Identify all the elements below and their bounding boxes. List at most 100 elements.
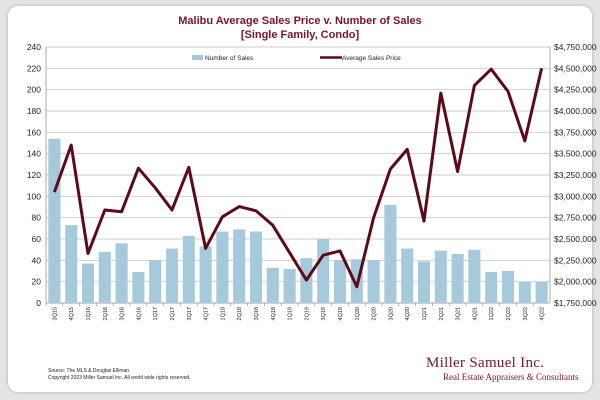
left-tick-label: 160 (27, 127, 41, 137)
x-tick-label: 1Q17 (153, 307, 159, 320)
bar (283, 268, 296, 303)
gridlines (45, 46, 551, 304)
left-tick-label: 180 (27, 106, 41, 116)
x-axis: 3Q15 4Q15 1Q16 2Q16 3Q16 4Q16 1Q17 2Q17 3Q17 4Q17… (45, 303, 546, 320)
bar (132, 272, 145, 303)
x-tick-label: 1Q21 (422, 307, 428, 320)
x-tick-label: 4Q22 (540, 307, 546, 320)
x-tick-label: 4Q15 (69, 307, 75, 320)
right-tick-label: $4,250,000 (554, 85, 597, 95)
chart-card (8, 6, 592, 392)
x-tick-label: 3Q21 (456, 307, 462, 320)
x-tick-label: 1Q18 (220, 307, 226, 320)
right-tick-label: $2,500,000 (554, 234, 597, 244)
bar (317, 239, 330, 303)
right-tick-label: $3,750,000 (554, 127, 597, 137)
brand-tagline: Real Estate Appraisers & Consultants (443, 372, 579, 382)
x-tick-label: 4Q18 (271, 307, 277, 320)
left-tick-label: 140 (27, 149, 41, 159)
x-tick-label: 2Q20 (372, 307, 378, 320)
bar (518, 281, 531, 303)
x-tick-label: 1Q22 (489, 307, 495, 320)
right-tick-label: $2,750,000 (554, 213, 597, 223)
x-tick-label: 1Q19 (288, 307, 294, 320)
bar (384, 204, 397, 303)
line-series (52, 67, 544, 289)
bar (199, 246, 212, 303)
bar (501, 271, 515, 303)
legend: Number of Sales Average Sales Price (192, 55, 401, 62)
x-tick-label: 3Q20 (388, 307, 394, 320)
line-path (52, 67, 544, 289)
x-tick-label: 3Q18 (254, 307, 260, 320)
right-tick-label: $3,250,000 (554, 170, 597, 180)
left-tick-label: 0 (36, 298, 41, 308)
copyright-note: Copyright 2023 Miller Samuel Inc. All wo… (48, 375, 191, 381)
right-axis: $1,750,000 $2,000,000 $2,250,000 $2,500,000… (554, 42, 597, 308)
right-tick-label: $2,000,000 (554, 277, 597, 287)
left-tick-label: 200 (27, 85, 41, 95)
right-tick-label: $1,750,000 (554, 298, 597, 308)
left-tick-label: 20 (32, 277, 42, 287)
x-tick-label: 4Q16 (136, 307, 142, 320)
x-tick-label: 3Q17 (187, 307, 193, 320)
bar (65, 225, 78, 303)
left-tick-label: 120 (27, 170, 41, 180)
left-tick-label: 240 (27, 42, 41, 52)
brand-name: Miller Samuel Inc. (426, 355, 544, 371)
bar (535, 281, 548, 303)
bar (149, 260, 162, 303)
left-tick-label: 100 (27, 191, 41, 201)
x-tick-label: 1Q16 (86, 307, 92, 320)
x-tick-label: 3Q16 (120, 307, 126, 320)
x-tick-label: 4Q17 (204, 307, 210, 320)
bar (434, 250, 447, 303)
right-tick-label: $4,000,000 (554, 106, 597, 116)
right-tick-label: $3,000,000 (554, 191, 597, 201)
bar (216, 231, 229, 303)
x-tick-label: 2Q22 (506, 307, 512, 320)
bar (333, 260, 347, 303)
left-tick-label: 60 (32, 234, 42, 244)
chart-subtitle: [Single Family, Condo] (241, 29, 360, 41)
bar (401, 248, 414, 303)
x-tick-label: 2Q18 (237, 307, 243, 320)
bar (233, 229, 246, 303)
source-note: Source: The MLS & Douglas Elliman (48, 368, 129, 374)
bar (81, 263, 95, 303)
right-tick-label: $3,500,000 (554, 149, 597, 159)
x-tick-label: 3Q19 (321, 307, 327, 320)
x-tick-label: 2Q17 (170, 307, 176, 320)
x-tick-label: 4Q20 (405, 307, 411, 320)
x-tick-label: 1Q20 (355, 307, 361, 320)
left-tick-label: 40 (32, 255, 42, 265)
right-tick-label: $2,250,000 (554, 255, 597, 265)
bar (485, 272, 498, 303)
legend-label-number-of-sales: Number of Sales (205, 55, 254, 62)
legend-label-average-sales-price: Average Sales Price (342, 55, 401, 62)
x-tick-label: 2Q16 (103, 307, 109, 320)
bar (98, 251, 111, 303)
bar-series (48, 138, 548, 303)
legend-swatch-number-of-sales (192, 55, 203, 60)
x-tick-label: 2Q21 (439, 307, 445, 320)
bar (468, 249, 481, 303)
chart-title: Malibu Average Sales Price v. Number of … (178, 15, 422, 27)
x-tick-label: 4Q21 (472, 307, 478, 320)
bar (165, 248, 179, 303)
bar (182, 235, 195, 303)
bar (48, 138, 61, 303)
x-tick-label: 2Q19 (304, 307, 310, 320)
left-tick-label: 80 (32, 213, 42, 223)
right-tick-label: $4,750,000 (554, 42, 597, 52)
bar (266, 267, 279, 303)
x-tick-label: 3Q22 (523, 307, 529, 320)
left-tick-label: 220 (27, 63, 41, 73)
x-tick-label: 3Q15 (52, 307, 58, 320)
bar (115, 243, 128, 303)
right-tick-label: $4,500,000 (554, 63, 597, 73)
bar (417, 261, 431, 303)
x-tick-label: 4Q19 (338, 307, 344, 320)
bar (367, 260, 380, 303)
